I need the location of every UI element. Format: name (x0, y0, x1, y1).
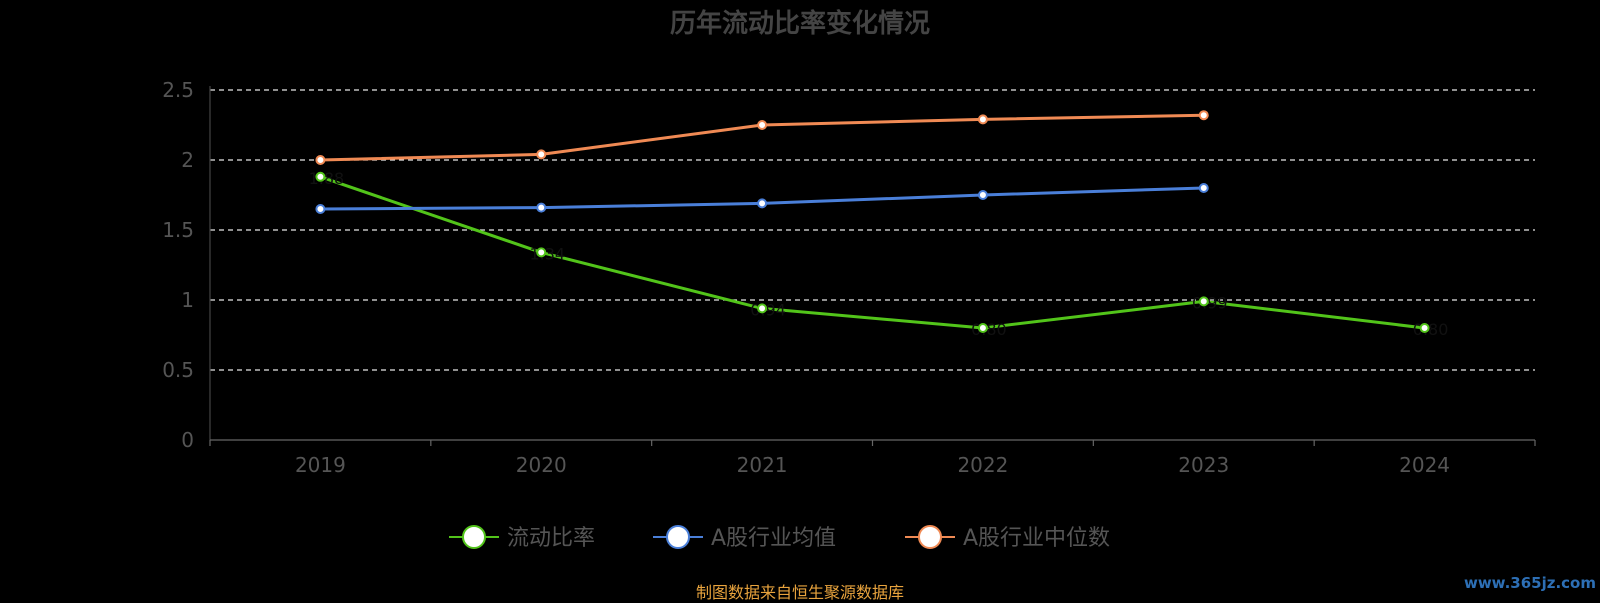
y-tick-label: 2 (181, 148, 194, 172)
data-point[interactable] (1198, 296, 1209, 307)
y-tick-label: 0.5 (162, 358, 194, 382)
y-tick-label: 1.5 (162, 218, 194, 242)
y-tick-label: 2.5 (162, 78, 194, 102)
data-point[interactable] (315, 204, 326, 214)
x-tick-label: 2021 (737, 453, 788, 477)
watermark[interactable]: www.365jz.com (1463, 574, 1596, 592)
y-tick-label: 0 (181, 428, 194, 452)
data-label: 1.34 (529, 244, 565, 263)
axes: 0 0.5 1 1.5 2 2.5 2019 2020 2021 2022 2023 2024 (162, 78, 1536, 477)
legend-item[interactable]: A股行业中位数 (905, 525, 1110, 551)
legend-item[interactable]: A股行业均值 (653, 525, 836, 551)
data-label: 0.94 (750, 300, 786, 319)
y-tick-label: 1 (181, 288, 194, 312)
data-point[interactable] (977, 114, 988, 125)
data-point[interactable] (1419, 323, 1430, 333)
legend-label: 流动比率 (507, 526, 595, 551)
data-label: 0.80 (1413, 320, 1449, 339)
data-label: 1.88 (309, 169, 345, 188)
series-line (319, 175, 1425, 330)
data-point[interactable] (757, 198, 768, 209)
legend-marker (918, 525, 942, 549)
series-lines: 1.88 1.34 0.94 0.80 0.99 0.80 (309, 110, 1449, 339)
x-tick-label: 2023 (1178, 453, 1229, 477)
series-1 (315, 183, 1209, 214)
legend-item[interactable]: 流动比率 (449, 525, 595, 551)
legend-label: A股行业均值 (711, 526, 836, 551)
legend[interactable]: 流动比率 A股行业均值 A股行业中位数 (449, 525, 1110, 551)
legend-label: A股行业中位数 (963, 526, 1110, 551)
series-0: 1.88 1.34 0.94 0.80 0.99 0.80 (309, 169, 1449, 339)
series-2 (315, 110, 1209, 165)
x-tick-label: 2022 (957, 453, 1008, 477)
legend-marker (666, 525, 690, 549)
chart-title: 历年流动比率变化情况 (670, 8, 930, 39)
x-tick-label: 2024 (1399, 453, 1450, 477)
grid-lines (210, 89, 1535, 371)
data-point[interactable] (1198, 183, 1209, 193)
legend-marker (462, 525, 486, 549)
data-point[interactable] (315, 171, 326, 182)
data-point[interactable] (536, 149, 547, 160)
data-point[interactable] (977, 323, 988, 333)
source-note: 制图数据来自恒生聚源数据库 (695, 583, 904, 602)
data-point[interactable] (1198, 110, 1209, 121)
data-label: 0.99 (1192, 293, 1228, 312)
data-point[interactable] (757, 120, 768, 130)
data-label: 0.80 (971, 320, 1007, 339)
data-point[interactable] (536, 202, 547, 213)
data-point[interactable] (977, 190, 988, 200)
data-point[interactable] (757, 303, 768, 314)
x-tick-label: 2020 (516, 453, 567, 477)
x-tick-label: 2019 (295, 453, 346, 477)
data-point[interactable] (536, 247, 547, 258)
data-point[interactable] (315, 155, 326, 165)
